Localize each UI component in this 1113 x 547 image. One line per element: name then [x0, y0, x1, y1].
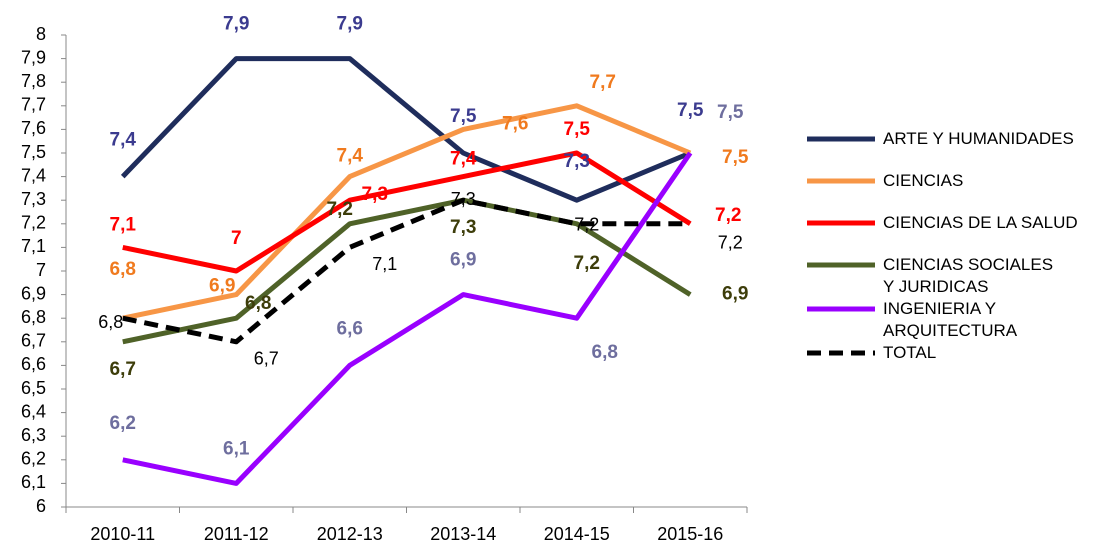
legend-label: CIENCIAS DE LA SALUD [883, 213, 1078, 232]
y-tick-label: 6,1 [21, 472, 46, 492]
data-label: 6,9 [450, 250, 476, 271]
y-tick-label: 6,2 [21, 449, 46, 469]
data-label: 7,2 [715, 205, 741, 226]
data-label: 6,2 [110, 413, 136, 434]
y-tick-label: 7,1 [21, 236, 46, 256]
data-label: 6,9 [209, 276, 235, 297]
data-label: 7,5 [450, 106, 477, 127]
data-label: 7,1 [372, 254, 397, 274]
y-tick-label: 6,7 [21, 331, 46, 351]
y-tick-label: 6,5 [21, 378, 46, 398]
legend-label: ARTE Y HUMANIDADES [883, 129, 1074, 148]
data-label: 7,5 [722, 147, 749, 168]
series-line [122, 150, 692, 274]
data-label: 7 [231, 228, 242, 249]
y-tick-label: 7,7 [21, 95, 46, 115]
legend-item: CIENCIAS DE LA SALUD [805, 212, 1110, 234]
data-label: 7,9 [337, 14, 363, 35]
y-tick-label: 6,9 [21, 283, 46, 303]
data-label: 7,5 [564, 119, 591, 140]
legend-label: CIENCIAS [883, 171, 964, 190]
data-label: 7,2 [718, 233, 743, 253]
data-label: 7,7 [590, 72, 616, 93]
legend-item: ARTE Y HUMANIDADES [805, 128, 1110, 150]
series-line [122, 197, 691, 345]
data-label: 6,8 [110, 259, 136, 280]
data-label: 6,1 [223, 438, 250, 459]
data-label: 7,3 [450, 217, 476, 238]
y-tick-label: 6,6 [21, 354, 46, 374]
data-label: 7,1 [110, 214, 137, 235]
x-tick-label: 2014-15 [544, 524, 610, 544]
x-tick-label: 2015-16 [657, 524, 723, 544]
y-tick-label: 7,8 [21, 71, 46, 91]
x-tick-label: 2013-14 [430, 524, 496, 544]
data-label: 7,9 [223, 14, 249, 35]
data-label: 7,3 [362, 184, 388, 205]
y-tick-label: 7,9 [21, 47, 46, 67]
y-tick-label: 7,3 [21, 189, 46, 209]
data-label: 7,2 [574, 215, 599, 235]
data-label: 6,9 [722, 284, 748, 305]
data-label: 7,4 [110, 130, 137, 151]
legend-label: TOTAL [883, 343, 937, 362]
data-label: 7,2 [327, 199, 353, 220]
series-line [120, 56, 692, 203]
y-tick-label: 6,4 [21, 401, 46, 421]
y-tick-label: 6,3 [21, 425, 46, 445]
legend-label: CIENCIAS SOCIALES Y JURIDICAS [883, 255, 1054, 296]
chart: 6 6,1 6,2 6,3 6,4 6,5 6,6 6,7 6,8 6,9 7 7,1 7,2 7,3 7,… [21, 14, 749, 544]
data-label: 7,3 [451, 189, 476, 209]
x-tick-label: 2011-12 [204, 524, 269, 544]
legend-item: INGENIERIA Y ARQUITECTURA [805, 298, 1068, 342]
y-tick-label: 8 [36, 24, 46, 44]
legend-swatch [807, 350, 875, 356]
legend-label: INGENIERIA Y ARQUITECTURA [883, 299, 1018, 340]
data-label: 6,7 [254, 349, 279, 369]
data-label: 7,4 [337, 146, 364, 167]
data-label: 7,5 [717, 102, 744, 123]
data-label: 6,8 [98, 312, 123, 332]
legend-swatch [807, 178, 875, 184]
data-label: 7,2 [574, 253, 600, 274]
data-label: 6,8 [245, 293, 271, 314]
y-tick-label: 6,8 [21, 307, 46, 327]
x-tick-label: 2012-13 [317, 524, 383, 544]
y-tick-label: 7,6 [21, 118, 46, 138]
x-tick-label: 2010-11 [90, 524, 155, 544]
series-line [122, 151, 693, 486]
legend-swatch [807, 136, 875, 142]
legend-item: TOTAL [805, 342, 1110, 364]
y-tick-label: 7,4 [21, 165, 46, 185]
series-line [122, 197, 692, 345]
legend-swatch [807, 306, 875, 312]
legend-swatch [807, 220, 875, 226]
data-label: 6,8 [592, 342, 618, 363]
legend-item: CIENCIAS SOCIALES Y JURIDICAS [805, 254, 1068, 298]
y-tick-label: 7,2 [21, 213, 46, 233]
data-label: 6,6 [337, 318, 363, 339]
legend-swatch [807, 262, 875, 268]
series-line [122, 103, 692, 321]
data-label: 7,3 [564, 151, 590, 172]
legend-item: CIENCIAS [805, 170, 1110, 192]
data-label: 6,7 [110, 359, 136, 380]
y-tick-label: 7,5 [21, 142, 46, 162]
y-tick-label: 6 [36, 496, 46, 516]
y-tick-label: 7 [36, 260, 46, 280]
data-label: 7,5 [677, 100, 704, 121]
data-label: 7,4 [450, 149, 477, 170]
data-label: 7,6 [502, 113, 528, 134]
legend: ARTE Y HUMANIDADES CIENCIAS CIENCIAS DE LA… [805, 128, 1110, 364]
